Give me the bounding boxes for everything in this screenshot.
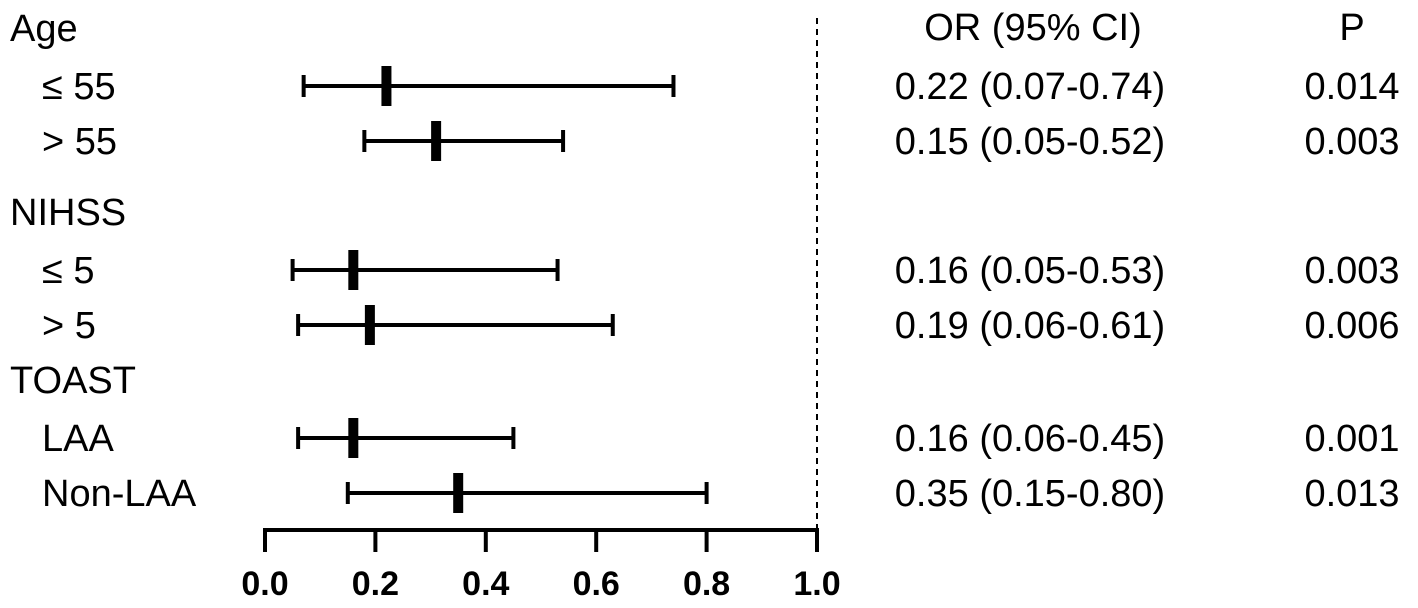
row-label: ≤ 55 xyxy=(42,66,116,108)
p-value: 0.003 xyxy=(1304,121,1399,163)
or-ci-value: 0.35 (0.15-0.80) xyxy=(895,473,1165,515)
point-estimate xyxy=(381,66,392,106)
or-ci-value: 0.22 (0.07-0.74) xyxy=(895,66,1165,108)
p-value: 0.003 xyxy=(1304,250,1399,292)
x-tick-label: 0.8 xyxy=(683,565,730,603)
x-tick-label: 1.0 xyxy=(793,565,840,603)
or-ci-value: 0.16 (0.06-0.45) xyxy=(895,418,1165,460)
x-tick-label: 0.0 xyxy=(241,565,288,603)
point-estimate xyxy=(431,121,442,161)
p-value: 0.014 xyxy=(1304,66,1399,108)
group-label: TOAST xyxy=(10,360,136,402)
or-ci-value: 0.16 (0.05-0.53) xyxy=(895,250,1165,292)
row-label: > 5 xyxy=(42,305,96,347)
p-value: 0.006 xyxy=(1304,305,1399,347)
row-label: LAA xyxy=(42,418,114,460)
point-estimate xyxy=(348,418,359,458)
x-tick-label: 0.2 xyxy=(352,565,399,603)
point-estimate xyxy=(364,305,375,345)
p-column-header: P xyxy=(1339,7,1364,49)
point-estimate xyxy=(453,473,464,513)
or-ci-value: 0.15 (0.05-0.52) xyxy=(895,121,1165,163)
row-label: > 55 xyxy=(42,121,117,163)
row-label: Non-LAA xyxy=(42,473,197,515)
x-tick-label: 0.6 xyxy=(573,565,620,603)
x-tick-label: 0.4 xyxy=(462,565,509,603)
point-estimate xyxy=(348,250,359,290)
group-label: NIHSS xyxy=(10,192,126,234)
or-column-header: OR (95% CI) xyxy=(924,7,1141,49)
or-ci-value: 0.19 (0.06-0.61) xyxy=(895,305,1165,347)
p-value: 0.013 xyxy=(1304,473,1399,515)
p-value: 0.001 xyxy=(1304,418,1399,460)
group-label: Age xyxy=(10,8,78,50)
row-label: ≤ 5 xyxy=(42,250,95,292)
